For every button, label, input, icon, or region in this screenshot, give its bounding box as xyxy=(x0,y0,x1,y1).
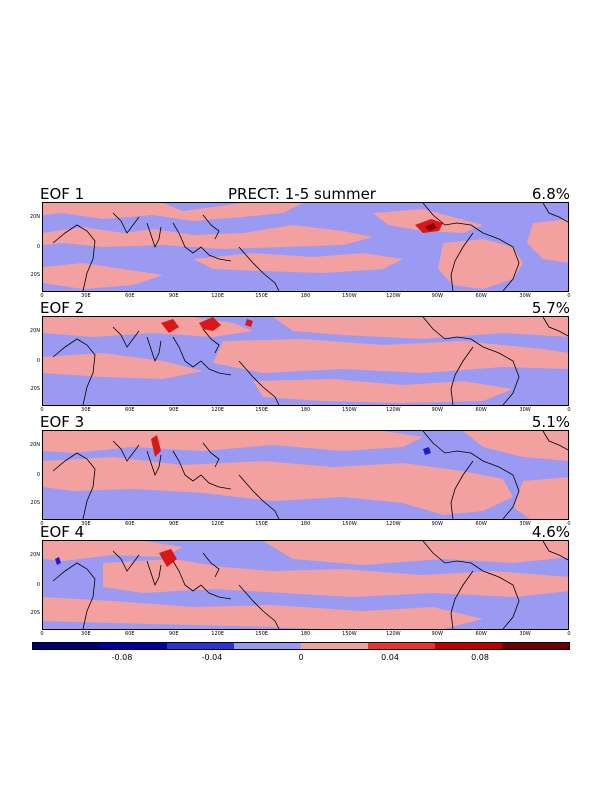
ytick-eq-p4: 0 xyxy=(36,582,40,588)
panel-label-eof1: EOF 1 xyxy=(40,185,85,203)
colorbar-segment xyxy=(167,643,234,649)
xtick-label: 90W xyxy=(431,293,443,299)
ytick-eq-p1: 0 xyxy=(36,244,40,250)
panel-label-eof3: EOF 3 xyxy=(40,413,85,431)
xtick-label: 30E xyxy=(81,293,91,299)
xtick-label: 60W xyxy=(475,407,487,413)
xtick-label: 60E xyxy=(125,521,135,527)
ytick-20n-p4: 20N xyxy=(29,552,40,558)
map-panel-eof2 xyxy=(42,316,569,406)
xtick-label: 150E xyxy=(255,293,268,299)
panel-variance-eof4: 4.6% xyxy=(531,523,570,541)
xtick-label: 90E xyxy=(168,521,179,527)
colorbar-segment xyxy=(33,643,100,649)
ytick-20s-p3: 20S xyxy=(30,500,40,506)
colorbar-segment xyxy=(234,643,301,649)
xtick-label: 0 xyxy=(40,631,44,637)
xtick-label: 30E xyxy=(81,631,91,637)
colorbar-label-008: 0.08 xyxy=(471,653,489,662)
xtick-label: 150E xyxy=(255,407,268,413)
xtick-label: 120E xyxy=(211,521,225,527)
xtick-label: 0 xyxy=(40,407,44,413)
xtick-label: 0 xyxy=(567,293,571,299)
xtick-label: 0 xyxy=(567,521,571,527)
ytick-eq-p2: 0 xyxy=(36,358,40,364)
xtick-label: 60W xyxy=(475,293,487,299)
xtick-label: 120W xyxy=(386,521,401,527)
ytick-20s-p2: 20S xyxy=(30,386,40,392)
xtick-label: 0 xyxy=(567,407,571,413)
xtick-label: 120E xyxy=(211,631,225,637)
xtick-label: 60E xyxy=(125,293,135,299)
xtick-label: 180 xyxy=(300,631,311,637)
colorbar-label-neg004: -0.04 xyxy=(201,653,223,662)
xtick-label: 120E xyxy=(211,293,225,299)
colorbar-segment xyxy=(100,643,167,649)
colorbar-segment xyxy=(502,643,569,649)
ytick-20s-p4: 20S xyxy=(30,610,40,616)
xtick-label: 150W xyxy=(342,521,357,527)
ytick-20n-p1: 20N xyxy=(29,214,40,220)
xtick-label: 30E xyxy=(81,521,91,527)
xtick-label: 180 xyxy=(300,407,311,413)
xtick-label: 90W xyxy=(431,407,443,413)
xtick-label: 30W xyxy=(519,631,531,637)
ytick-20n-p2: 20N xyxy=(29,328,40,334)
xtick-label: 90E xyxy=(168,293,179,299)
map-panel-eof4 xyxy=(42,540,569,630)
xtick-label: 60E xyxy=(125,407,135,413)
xtick-label: 150W xyxy=(342,407,357,413)
xtick-label: 30W xyxy=(519,293,531,299)
colorbar-segment xyxy=(435,643,502,649)
panel-variance-eof1: 6.8% xyxy=(531,185,570,203)
colorbar-segment xyxy=(368,643,435,649)
panel-variance-eof2: 5.7% xyxy=(531,299,570,317)
xtick-label: 150E xyxy=(255,631,268,637)
xtick-label: 120W xyxy=(386,407,401,413)
xtick-label: 30W xyxy=(519,521,531,527)
panel-label-eof4: EOF 4 xyxy=(40,523,85,541)
figure-title: PRECT: 1-5 summer xyxy=(228,185,376,203)
xtick-label: 150W xyxy=(342,631,357,637)
map-panel-eof3 xyxy=(42,430,569,520)
xtick-label: 30E xyxy=(81,407,91,413)
ytick-20n-p3: 20N xyxy=(29,442,40,448)
xtick-label: 0 xyxy=(40,293,44,299)
panel-variance-eof3: 5.1% xyxy=(531,413,570,431)
xtick-label: 0 xyxy=(567,631,571,637)
ytick-20s-p1: 20S xyxy=(30,272,40,278)
ytick-eq-p3: 0 xyxy=(36,472,40,478)
xtick-label: 90W xyxy=(431,521,443,527)
xtick-label: 0 xyxy=(40,521,44,527)
xtick-label: 90E xyxy=(168,407,179,413)
xtick-label: 60W xyxy=(475,631,487,637)
xtick-label: 120W xyxy=(386,293,401,299)
xtick-label: 90W xyxy=(431,631,443,637)
colorbar xyxy=(32,642,570,650)
xtick-label: 120E xyxy=(211,407,225,413)
xtick-label: 90E xyxy=(168,631,179,637)
xtick-label: 60E xyxy=(125,631,135,637)
xtick-label: 60W xyxy=(475,521,487,527)
xtick-label: 30W xyxy=(519,407,531,413)
xtick-label: 120W xyxy=(386,631,401,637)
colorbar-label-004: 0.04 xyxy=(381,653,399,662)
map-panel-eof1 xyxy=(42,202,569,292)
xtick-label: 150E xyxy=(255,521,268,527)
colorbar-label-neg008: -0.08 xyxy=(111,653,133,662)
xtick-label: 180 xyxy=(300,293,311,299)
panel-label-eof2: EOF 2 xyxy=(40,299,85,317)
colorbar-label-zero: 0 xyxy=(298,653,304,662)
xtick-label: 180 xyxy=(300,521,311,527)
colorbar-segment xyxy=(301,643,368,649)
xtick-label: 150W xyxy=(342,293,357,299)
